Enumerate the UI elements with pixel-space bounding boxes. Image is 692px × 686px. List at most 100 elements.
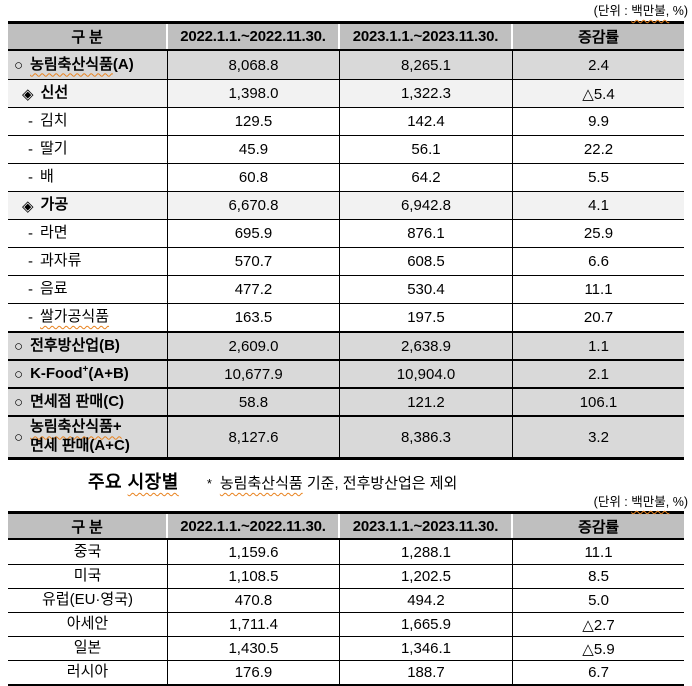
row-label: 일본	[8, 637, 168, 660]
value-2022: 176.9	[168, 661, 340, 684]
value-2023: 64.2	[340, 164, 513, 191]
value-growth-rate: 11.1	[584, 543, 613, 561]
table-row: ○ K-Food+(A+B) 10,677.9 10,904.0 2.1	[8, 359, 684, 387]
value-growth-rate: 2.4	[588, 56, 609, 74]
value-2023: 2,638.9	[340, 333, 513, 359]
row-label: - 김치	[8, 108, 168, 135]
value-growth-rate: 5.5	[588, 169, 609, 186]
value-growth-rate: 20.7	[583, 309, 614, 326]
table-row: 아세안 1,711.4 1,665.9 △2.7	[8, 612, 684, 636]
unit-label-post: %)	[669, 4, 688, 18]
value-2022: 163.5	[168, 304, 340, 331]
section-heading: 주요 시장별 * 농림축산식품 기준, 전후방산업은 제외	[88, 468, 692, 494]
row-label: -배	[8, 164, 168, 191]
header-period-2022: 2022.1.1.~2022.11.30.	[168, 514, 340, 538]
row-label: 미국	[8, 565, 168, 588]
value-2022: 2,609.0	[168, 333, 340, 359]
table-row: 일본 1,430.5 1,346.1 △5.9	[8, 636, 684, 660]
circle-marker-icon: ○	[14, 56, 24, 74]
row-label: - 라면	[8, 220, 168, 247]
value-growth-rate: 1.1	[588, 337, 609, 355]
dash-marker-icon: -	[28, 169, 33, 186]
row-label: ◈ 가공	[8, 192, 168, 219]
value-2022: 1,711.4	[168, 613, 340, 636]
table-row: - 라면 695.9 876.1 25.9	[8, 219, 684, 247]
value-2022: 60.8	[168, 164, 340, 191]
value-2022: 1,398.0	[168, 80, 340, 107]
row-label: 중국	[8, 540, 168, 564]
table-header-row: 구 분 2022.1.1.~2022.11.30. 2023.1.1.~2023…	[8, 514, 684, 540]
table-row: - 배 60.8 64.2 5.5	[8, 163, 684, 191]
value-2023: 1,202.5	[340, 565, 513, 588]
table-row: ○ 전후방산업(B) 2,609.0 2,638.9 1.1	[8, 331, 684, 359]
diamond-marker-icon: ◈	[22, 85, 34, 103]
export-performance-table: 구 분 2022.1.1.~2022.11.30. 2023.1.1.~2023…	[8, 21, 684, 460]
unit-label-pre: (단위 :	[593, 495, 632, 509]
value-2023: 197.5	[340, 304, 513, 331]
table-row: - 딸기 45.9 56.1 22.2	[8, 135, 684, 163]
value-2023: 188.7	[340, 661, 513, 684]
footnote-star: *	[206, 476, 212, 491]
row-label: ◈ 신선	[8, 80, 168, 107]
header-growth-rate: 증감률	[578, 29, 619, 46]
unit-label-wavy: 백만불,	[631, 4, 670, 18]
value-2022: 470.8	[168, 589, 340, 612]
section-title: 주요 시장별	[88, 472, 179, 492]
value-2022: 10,677.9	[168, 361, 340, 387]
row-label: - 과자류	[8, 248, 168, 275]
value-growth-rate: 9.9	[588, 113, 609, 130]
value-growth-rate: 3.2	[588, 428, 609, 446]
value-2022: 58.8	[168, 389, 340, 415]
footnote-text: 농림축산식품 기준, 전후방산업은 제외	[219, 475, 458, 492]
value-growth-rate: 4.1	[588, 197, 609, 214]
dash-marker-icon: -	[28, 113, 33, 130]
table-row: ◈ 신선 1,398.0 1,322.3 △5.4	[8, 79, 684, 107]
value-2023: 121.2	[340, 389, 513, 415]
value-2023: 8,386.3	[340, 417, 513, 457]
table-row: - 과자류 570.7 608.5 6.6	[8, 247, 684, 275]
header-period-2023: 2023.1.1.~2023.11.30.	[340, 514, 513, 538]
value-2023: 6,942.8	[340, 192, 513, 219]
export-table-body: ○ 농림축산식품(A) 8,068.8 8,265.1 2.4 ◈ 신선 1,398.0 1,3…	[8, 51, 684, 457]
value-2022: 6,670.8	[168, 192, 340, 219]
value-2023: 1,322.3	[340, 80, 513, 107]
row-label: 러시아	[8, 661, 168, 684]
value-2022: 129.5	[168, 108, 340, 135]
value-growth-rate: 6.6	[588, 253, 609, 270]
unit-label-wavy: 백만불,	[631, 495, 670, 509]
value-growth-rate: 22.2	[583, 141, 614, 158]
value-growth-rate: 106.1	[579, 393, 618, 411]
value-2022: 570.7	[168, 248, 340, 275]
dash-marker-icon: -	[28, 309, 33, 326]
value-2023: 10,904.0	[340, 361, 513, 387]
value-growth-rate: 8.5	[588, 568, 609, 585]
header-growth-rate: 증감률	[578, 518, 619, 536]
circle-marker-icon: ○	[14, 393, 24, 411]
header-period-2022: 2022.1.1.~2022.11.30.	[168, 24, 340, 49]
value-2022: 1,108.5	[168, 565, 340, 588]
value-growth-rate: 2.1	[588, 365, 609, 383]
value-2023: 56.1	[340, 136, 513, 163]
value-2022: 1,159.6	[168, 540, 340, 564]
dash-marker-icon: -	[28, 225, 33, 242]
value-2023: 876.1	[340, 220, 513, 247]
value-2023: 1,346.1	[340, 637, 513, 660]
value-growth-rate: △5.9	[582, 640, 615, 658]
value-2023: 1,665.9	[340, 613, 513, 636]
dash-marker-icon: -	[28, 141, 33, 158]
value-2022: 8,068.8	[168, 51, 340, 79]
table-row: - 음료 477.2 530.4 11.1	[8, 275, 684, 303]
value-growth-rate: 11.1	[584, 281, 613, 298]
row-label: 유럽(EU·영국)	[8, 589, 168, 612]
value-growth-rate: 25.9	[583, 225, 614, 242]
row-label: ○ 농림축산식품(A)	[8, 51, 168, 79]
diamond-marker-icon: ◈	[22, 197, 34, 215]
market-table: 구 분 2022.1.1.~2022.11.30. 2023.1.1.~2023…	[8, 511, 684, 686]
value-2023: 142.4	[340, 108, 513, 135]
circle-marker-icon: ○	[14, 428, 24, 446]
value-2023: 1,288.1	[340, 540, 513, 564]
dash-marker-icon: -	[28, 253, 33, 270]
row-label: - 쌀가공식품	[8, 304, 168, 331]
circle-marker-icon: ○	[14, 365, 24, 383]
